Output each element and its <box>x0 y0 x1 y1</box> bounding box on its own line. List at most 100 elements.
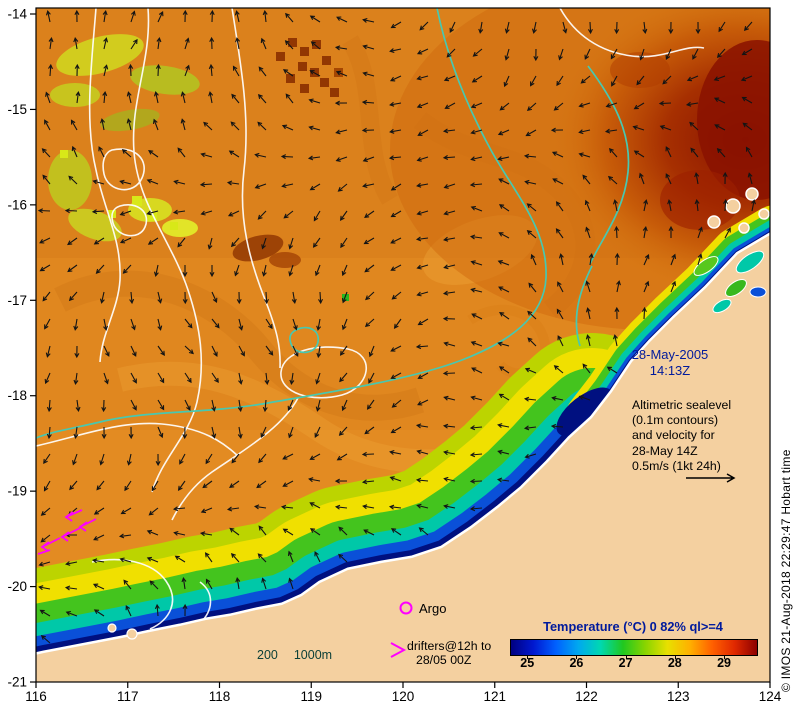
velocity-arrow <box>202 480 213 489</box>
velocity-arrow <box>578 395 591 401</box>
velocity-arrow <box>281 183 294 189</box>
velocity-arrow <box>307 155 321 161</box>
velocity-arrow <box>498 178 510 185</box>
velocity-arrow <box>388 155 402 161</box>
velocity-arrow <box>73 318 79 331</box>
velocity-arrow <box>551 395 564 401</box>
velocity-arrow <box>390 237 402 244</box>
velocity-arrow <box>157 372 165 384</box>
velocity-arrow <box>416 210 429 216</box>
velocity-arrow <box>363 237 375 245</box>
velocity-arrow <box>362 17 375 23</box>
velocity-arrow <box>199 182 213 188</box>
velocity-arrow <box>152 118 159 131</box>
velocity-arrow <box>264 291 269 305</box>
velocity-arrow <box>309 15 321 23</box>
velocity-arrow <box>41 148 51 158</box>
velocity-arrow <box>632 125 645 131</box>
velocity-arrow <box>416 156 429 162</box>
velocity-arrow <box>582 174 591 185</box>
velocity-arrow <box>694 198 700 212</box>
velocity-arrow <box>265 345 274 356</box>
velocity-arrow <box>588 252 594 266</box>
velocity-arrow <box>103 37 109 50</box>
velocity-arrow <box>208 91 214 104</box>
velocity-arrow <box>580 75 591 84</box>
velocity-arrow <box>261 577 267 590</box>
velocity-arrow <box>207 237 213 250</box>
velocity-arrow <box>200 210 213 216</box>
velocity-arrow <box>695 21 701 35</box>
velocity-arrow <box>471 75 483 83</box>
velocity-arrow <box>639 48 645 61</box>
velocity-arrow <box>314 551 321 563</box>
velocity-vector-field <box>37 9 756 644</box>
velocity-arrow <box>472 48 483 57</box>
lon-tick-label: 122 <box>575 689 598 704</box>
velocity-arrow <box>229 480 240 488</box>
velocity-arrow <box>578 129 591 135</box>
velocity-arrow <box>173 530 186 536</box>
velocity-arrow <box>553 365 564 374</box>
velocity-arrow <box>339 345 348 356</box>
velocity-arrow <box>40 635 51 644</box>
velocity-arrow <box>211 291 218 304</box>
velocity-arrow <box>234 264 240 277</box>
velocity-arrow <box>690 147 699 158</box>
velocity-arrow <box>157 318 163 331</box>
velocity-arrow <box>102 9 108 23</box>
velocity-arrow <box>443 341 456 347</box>
velocity-arrow <box>442 316 456 322</box>
velocity-arrow <box>498 393 510 401</box>
velocity-arrow <box>442 290 456 296</box>
velocity-arrow <box>469 506 483 512</box>
velocity-arrow <box>130 372 137 384</box>
velocity-arrow <box>173 179 186 185</box>
velocity-arrow <box>716 147 726 158</box>
velocity-arrow <box>668 225 674 238</box>
velocity-arrow <box>416 48 429 55</box>
velocity-arrow <box>526 230 537 239</box>
velocity-arrow <box>643 280 650 293</box>
velocity-arrow <box>606 366 618 374</box>
velocity-arrow <box>282 528 294 536</box>
velocity-arrow <box>101 426 107 440</box>
velocity-arrow <box>578 152 591 158</box>
velocity-arrow <box>283 210 294 219</box>
velocity-arrow <box>368 345 375 358</box>
velocity-arrow <box>128 63 134 77</box>
velocity-arrow <box>556 75 564 87</box>
velocity-arrow <box>524 179 537 185</box>
velocity-arrow <box>234 10 240 23</box>
velocity-arrow <box>70 119 78 131</box>
velocity-arrow <box>64 585 78 591</box>
velocity-arrow <box>526 203 537 212</box>
velocity-arrow <box>120 507 132 515</box>
lon-tick-label: 123 <box>667 689 690 704</box>
lat-tick-label: -17 <box>7 293 27 308</box>
velocity-arrow <box>101 399 107 413</box>
velocity-arrow <box>368 372 375 384</box>
velocity-arrow <box>156 36 162 50</box>
velocity-arrow <box>390 183 402 191</box>
velocity-arrow <box>37 208 51 214</box>
velocity-arrow <box>670 280 677 293</box>
velocity-arrow <box>497 260 510 266</box>
velocity-arrow <box>361 127 375 133</box>
velocity-arrow <box>604 128 618 134</box>
velocity-arrow <box>365 291 375 301</box>
velocity-arrow <box>335 156 348 162</box>
velocity-arrow <box>607 175 618 185</box>
velocity-arrow <box>237 426 243 440</box>
velocity-arrow <box>287 550 294 563</box>
velocity-arrow <box>605 102 618 108</box>
velocity-arrow <box>230 121 240 131</box>
velocity-arrow <box>92 179 105 185</box>
velocity-arrow <box>469 478 483 484</box>
velocity-arrow <box>75 90 81 104</box>
velocity-arrow <box>585 226 591 239</box>
velocity-arrow <box>643 253 650 266</box>
velocity-arrow <box>309 528 321 536</box>
velocity-arrow <box>585 280 591 293</box>
lat-tick-label: -15 <box>7 102 27 117</box>
